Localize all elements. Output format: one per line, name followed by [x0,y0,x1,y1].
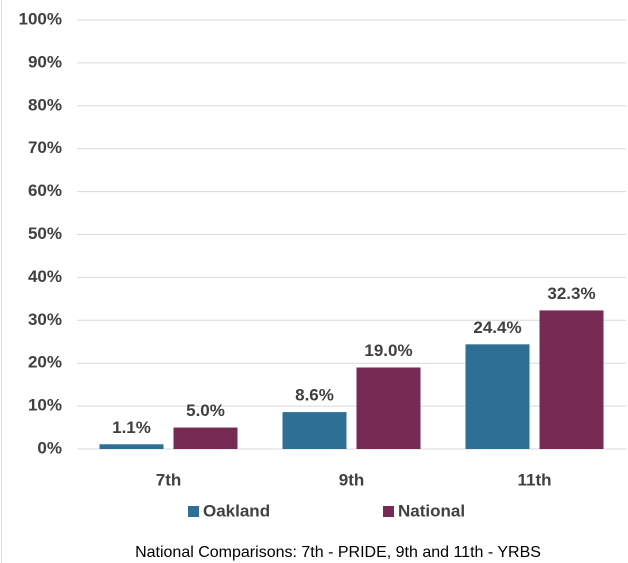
legend-swatch [383,506,394,517]
y-tick-label: 20% [28,353,62,372]
y-tick-label: 40% [28,267,62,286]
bar [99,444,164,449]
x-tick-label: 7th [156,470,182,489]
bar [465,344,530,449]
y-tick-label: 10% [28,396,62,415]
value-label: 24.4% [473,318,521,337]
value-label: 32.3% [547,284,595,303]
y-tick-label: 80% [28,95,62,114]
y-tick-label: 90% [28,52,62,71]
y-tick-label: 100% [19,9,62,28]
legend-swatch [188,506,199,517]
value-label: 19.0% [364,341,412,360]
value-label: 1.1% [112,418,151,437]
y-tick-label: 0% [37,438,62,457]
x-tick-label: 11th [517,470,551,489]
bar [356,367,421,449]
bar [173,427,238,449]
footnote: National Comparisons: 7th - PRIDE, 9th a… [135,544,541,561]
x-tick-label: 9th [339,470,365,489]
legend-label: Oakland [203,501,270,520]
legend-label: National [398,501,465,520]
y-tick-label: 60% [28,181,62,200]
y-tick-label: 30% [28,310,62,329]
bar [539,310,604,449]
y-tick-label: 70% [28,138,62,157]
value-label: 8.6% [295,386,334,405]
value-label: 5.0% [186,401,225,420]
y-tick-label: 50% [28,224,62,243]
bar [282,412,347,449]
